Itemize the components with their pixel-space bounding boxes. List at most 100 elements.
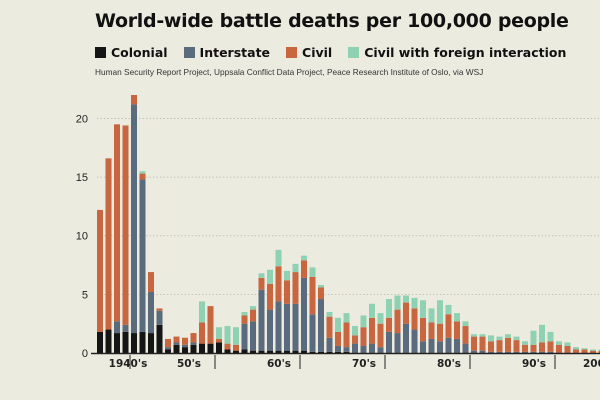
bar-interstate [326, 337, 333, 352]
x-decade-label: 1940's [109, 358, 148, 370]
bar-colonial [267, 350, 273, 353]
bar-civil [445, 314, 452, 338]
bar-colonial [182, 347, 188, 353]
bar-interstate [335, 345, 341, 352]
x-decade-label: 60's [267, 358, 291, 370]
bar-civil [148, 272, 154, 293]
bar-colonial [309, 351, 316, 353]
bar-civil-with-foreign-interaction [522, 341, 528, 345]
bar-civil [250, 309, 256, 322]
bar-interstate [114, 321, 120, 334]
legend-swatch-interstate [183, 47, 195, 58]
bar-civil-with-foreign-interaction [445, 304, 452, 315]
bar-interstate [437, 341, 443, 353]
bar-civil [190, 333, 197, 343]
bar-civil-with-foreign-interaction [267, 269, 273, 284]
bar-civil-with-foreign-interaction [590, 349, 596, 351]
bar-civil [513, 340, 520, 352]
bar-colonial [343, 351, 350, 353]
bar-interstate [131, 104, 137, 334]
bar-civil [573, 349, 579, 353]
bar-interstate [530, 351, 537, 353]
bar-interstate [479, 350, 486, 353]
bar-interstate [386, 331, 392, 353]
bar-civil-with-foreign-interaction [496, 336, 503, 341]
bar-civil [97, 209, 103, 332]
source-note: Human Security Report Project, Uppsala C… [95, 67, 484, 77]
bar-civil [437, 323, 443, 342]
bar-interstate [454, 338, 460, 353]
bar-civil-with-foreign-interaction [326, 311, 333, 317]
bar-civil [301, 260, 307, 278]
bar-civil-with-foreign-interaction [581, 348, 588, 350]
bar-interstate [148, 292, 154, 334]
bar-civil [530, 344, 537, 352]
bar-colonial [250, 350, 256, 353]
bar-colonial [301, 350, 307, 353]
bar-interstate [522, 351, 528, 353]
bar-civil-with-foreign-interaction [284, 270, 290, 281]
bar-interstate [182, 344, 188, 348]
bar-civil [173, 336, 180, 343]
bar-interstate [513, 351, 520, 353]
bar-colonial [335, 351, 341, 353]
bar-colonial [199, 343, 205, 353]
bar-interstate [445, 337, 452, 353]
legend-item-colonial: Colonial [95, 45, 168, 60]
bar-civil [139, 173, 146, 180]
bar-interstate [301, 277, 307, 351]
bar-civil-with-foreign-interaction [224, 326, 231, 344]
bar-civil [598, 350, 600, 353]
bar-civil-with-foreign-interaction [479, 334, 486, 337]
bar-civil-with-foreign-interaction [394, 295, 401, 310]
bar-civil [403, 302, 409, 324]
legend-item-civil: Civil [286, 45, 332, 60]
bar-civil-with-foreign-interaction [513, 336, 520, 341]
bar-civil-with-foreign-interaction [556, 341, 562, 345]
bar-colonial [173, 344, 180, 353]
bar-civil [386, 317, 392, 332]
bar-civil-with-foreign-interaction [369, 303, 375, 318]
x-decade-label: 50's [177, 358, 201, 370]
x-decade-label: 90's [522, 358, 546, 370]
bar-civil-with-foreign-interaction [301, 255, 307, 261]
bar-colonial [318, 351, 324, 353]
bar-civil [352, 335, 358, 344]
bar-interstate [241, 323, 248, 350]
bar-interstate [275, 301, 282, 351]
bar-civil-with-foreign-interaction [377, 313, 384, 324]
bar-colonial [233, 350, 239, 353]
bar-colonial [131, 333, 137, 353]
bar-interstate [462, 343, 469, 353]
bar-civil [122, 125, 129, 325]
bar-interstate [377, 347, 384, 353]
bar-civil-with-foreign-interaction [462, 321, 469, 327]
bar-civil [258, 277, 265, 290]
bar-interstate [403, 323, 409, 353]
bar-civil-with-foreign-interaction [403, 295, 409, 303]
bar-civil [420, 317, 426, 342]
bar-civil [454, 321, 460, 339]
bar-interstate [343, 347, 350, 352]
bar-civil [309, 276, 316, 315]
bar-civil-with-foreign-interaction [471, 334, 477, 337]
bar-civil [505, 337, 511, 352]
bar-colonial [224, 349, 231, 353]
bar-interstate [428, 338, 435, 353]
legend-label-civil-foreign: Civil with foreign interaction [364, 45, 567, 60]
bar-civil [539, 342, 545, 352]
bar-civil [471, 336, 477, 351]
bar-colonial [216, 342, 222, 353]
bar-civil [275, 266, 282, 302]
bar-civil [224, 343, 231, 350]
bar-civil [318, 287, 324, 300]
bar-civil [343, 322, 350, 348]
bar-civil-with-foreign-interaction [437, 300, 443, 324]
bar-civil [114, 124, 120, 322]
bar-interstate [284, 303, 290, 351]
bar-interstate [267, 309, 273, 351]
bar-interstate [369, 343, 375, 353]
legend: Colonial Interstate Civil Civil with for… [95, 45, 566, 60]
bar-colonial [148, 333, 154, 353]
legend-label-civil: Civil [302, 45, 333, 60]
